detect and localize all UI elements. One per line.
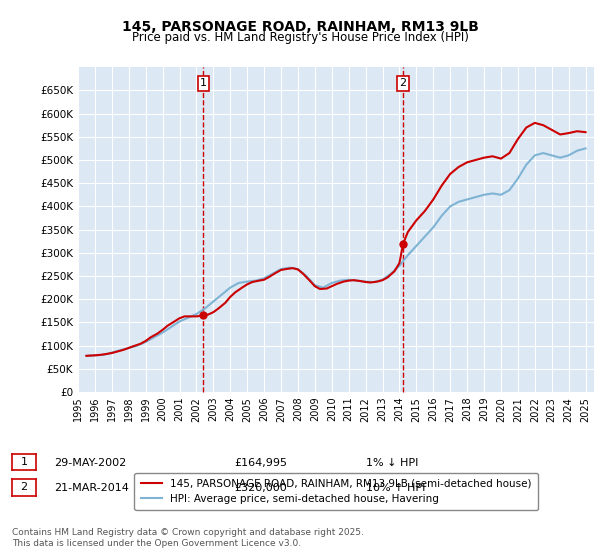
Text: 2: 2	[20, 482, 28, 492]
Text: 2: 2	[400, 78, 407, 88]
Text: Price paid vs. HM Land Registry's House Price Index (HPI): Price paid vs. HM Land Registry's House …	[131, 31, 469, 44]
Legend: 145, PARSONAGE ROAD, RAINHAM, RM13 9LB (semi-detached house), HPI: Average price: 145, PARSONAGE ROAD, RAINHAM, RM13 9LB (…	[134, 473, 538, 510]
Text: £320,000: £320,000	[234, 483, 287, 493]
Text: 29-MAY-2002: 29-MAY-2002	[54, 458, 126, 468]
Text: 1% ↓ HPI: 1% ↓ HPI	[366, 458, 418, 468]
Text: 21-MAR-2014: 21-MAR-2014	[54, 483, 129, 493]
Text: 1: 1	[20, 457, 28, 467]
Text: 1: 1	[200, 78, 207, 88]
Text: Contains HM Land Registry data © Crown copyright and database right 2025.
This d: Contains HM Land Registry data © Crown c…	[12, 528, 364, 548]
Text: 10% ↑ HPI: 10% ↑ HPI	[366, 483, 425, 493]
Text: 145, PARSONAGE ROAD, RAINHAM, RM13 9LB: 145, PARSONAGE ROAD, RAINHAM, RM13 9LB	[122, 20, 478, 34]
Text: £164,995: £164,995	[234, 458, 287, 468]
